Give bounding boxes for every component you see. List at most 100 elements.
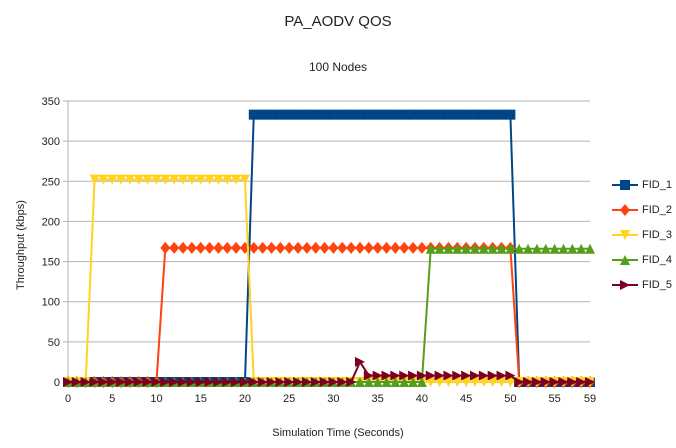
data-point xyxy=(133,377,144,387)
data-point xyxy=(248,109,259,120)
data-point xyxy=(620,179,630,190)
data-point xyxy=(257,241,268,254)
data-point xyxy=(425,109,436,120)
data-point xyxy=(266,241,277,254)
data-point xyxy=(390,370,401,381)
data-point xyxy=(416,370,427,381)
data-point xyxy=(186,174,197,185)
y-tick-label: 150 xyxy=(42,257,60,269)
data-point xyxy=(293,241,304,254)
data-point xyxy=(116,174,127,185)
data-point xyxy=(266,377,277,387)
x-tick-label: 40 xyxy=(416,393,428,405)
data-point xyxy=(169,174,180,185)
data-point xyxy=(213,377,224,387)
y-tick-label: 0 xyxy=(54,377,60,389)
data-point xyxy=(204,377,215,387)
data-point xyxy=(239,377,250,387)
data-point xyxy=(319,241,330,254)
legend-item-fid-3: FID_3 xyxy=(612,222,672,247)
data-point xyxy=(443,243,454,254)
data-point xyxy=(390,377,401,387)
data-point xyxy=(372,377,383,387)
data-point xyxy=(151,377,162,387)
data-point xyxy=(505,370,516,381)
data-point xyxy=(133,174,144,185)
data-point xyxy=(169,241,180,254)
data-point xyxy=(443,370,454,381)
chart-legend: FID_1 FID_2 FID_3 FID_4 FID_5 xyxy=(612,172,672,297)
data-point xyxy=(337,241,348,254)
data-point xyxy=(231,377,242,387)
x-tick-label: 5 xyxy=(109,393,115,405)
data-point xyxy=(478,377,489,387)
data-point xyxy=(293,109,304,120)
data-point xyxy=(416,241,427,254)
y-tick-label: 350 xyxy=(42,96,60,108)
data-point xyxy=(257,109,268,120)
data-point xyxy=(399,241,410,254)
data-point xyxy=(408,109,419,120)
x-tick-label: 45 xyxy=(460,393,472,405)
legend-label: FID_2 xyxy=(642,203,672,216)
data-point xyxy=(275,241,286,254)
data-point xyxy=(585,377,595,387)
data-point xyxy=(248,377,259,387)
chart-subtitle: 100 Nodes xyxy=(308,60,368,74)
data-point xyxy=(461,109,472,120)
data-point xyxy=(505,243,516,254)
data-point xyxy=(567,243,578,254)
data-point xyxy=(213,241,224,254)
data-point xyxy=(354,241,365,254)
data-point xyxy=(275,109,286,120)
data-point xyxy=(319,377,330,387)
data-point xyxy=(408,241,419,254)
series-fid-5 xyxy=(63,356,595,387)
data-point xyxy=(372,241,383,254)
data-point xyxy=(71,377,82,387)
data-point xyxy=(567,377,578,387)
data-point xyxy=(416,109,427,120)
data-point xyxy=(478,243,489,254)
data-point xyxy=(549,243,560,254)
data-point xyxy=(452,109,463,120)
data-point xyxy=(372,370,383,381)
legend-swatch xyxy=(612,229,638,240)
data-point xyxy=(381,241,392,254)
data-point xyxy=(452,370,463,381)
data-point xyxy=(514,243,525,254)
legend-label: FID_1 xyxy=(642,178,672,191)
data-point xyxy=(107,174,118,185)
data-point xyxy=(496,377,507,387)
data-point xyxy=(452,377,463,387)
data-point xyxy=(540,243,551,254)
legend-swatch xyxy=(612,203,638,216)
data-point xyxy=(257,377,268,387)
data-point xyxy=(452,243,463,254)
data-point xyxy=(523,243,534,254)
data-point xyxy=(337,109,348,120)
y-tick-label: 250 xyxy=(42,176,60,188)
data-point xyxy=(98,377,109,387)
data-point xyxy=(160,241,171,254)
data-point xyxy=(372,109,383,120)
x-tick-label: 10 xyxy=(150,393,162,405)
data-point xyxy=(178,241,189,254)
data-point xyxy=(186,241,197,254)
data-point xyxy=(310,377,321,387)
data-point xyxy=(213,174,224,185)
data-point xyxy=(576,377,587,387)
data-point xyxy=(116,377,127,387)
data-point xyxy=(284,109,295,120)
data-point xyxy=(620,279,630,290)
data-point xyxy=(443,109,454,120)
data-point xyxy=(434,243,445,254)
data-point xyxy=(151,174,162,185)
data-point xyxy=(363,241,374,254)
data-point xyxy=(142,174,153,185)
data-point xyxy=(487,377,498,387)
data-point xyxy=(416,377,427,387)
data-point xyxy=(399,109,410,120)
data-point xyxy=(310,109,321,120)
data-point xyxy=(301,241,312,254)
